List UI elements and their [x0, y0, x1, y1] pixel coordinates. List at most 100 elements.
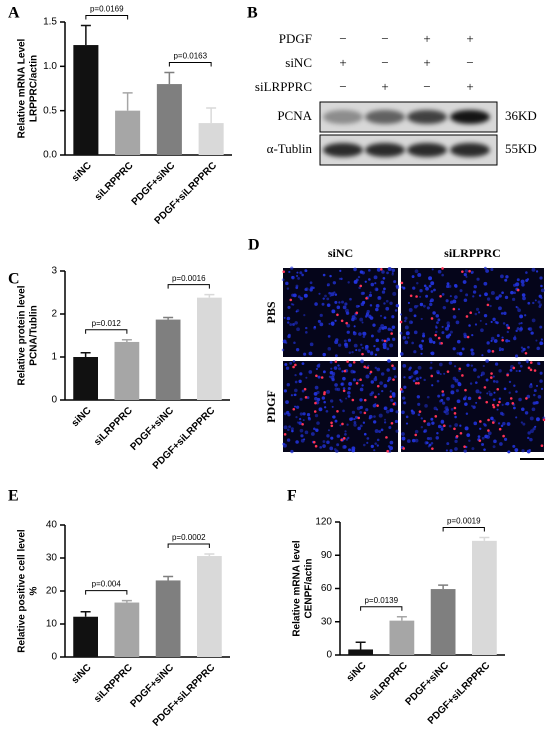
bar	[430, 589, 456, 655]
positive-cell	[491, 350, 495, 353]
nucleus	[434, 330, 438, 334]
nucleus	[503, 437, 508, 441]
nucleus	[534, 401, 538, 405]
nucleus	[454, 423, 459, 427]
significance-bracket	[360, 606, 403, 611]
nucleus	[361, 300, 366, 305]
nucleus	[348, 351, 352, 354]
nucleus	[436, 371, 440, 375]
positive-cell	[511, 402, 515, 405]
nucleus	[410, 321, 414, 324]
nucleus	[332, 281, 337, 285]
positive-cell	[385, 436, 388, 439]
nucleus	[363, 443, 366, 447]
nucleus	[459, 289, 463, 293]
nucleus	[437, 424, 442, 429]
nucleus	[383, 421, 387, 424]
nucleus	[391, 325, 396, 330]
nucleus	[481, 354, 484, 357]
nucleus	[288, 425, 291, 429]
nucleus	[392, 291, 397, 296]
nucleus	[520, 421, 524, 424]
nucleus	[331, 378, 335, 381]
nucleus	[339, 424, 342, 427]
nucleus	[366, 441, 369, 444]
nucleus	[352, 378, 356, 382]
nucleus	[522, 422, 526, 426]
image-background	[401, 268, 544, 357]
nucleus	[341, 300, 345, 304]
nucleus	[490, 267, 494, 272]
nucleus	[299, 412, 304, 416]
nucleus	[329, 446, 334, 451]
nucleus	[288, 270, 291, 274]
nucleus	[326, 389, 331, 394]
nucleus	[410, 409, 414, 413]
nucleus	[376, 438, 380, 442]
nucleus	[445, 408, 450, 412]
nucleus	[416, 304, 419, 307]
nucleus	[314, 413, 319, 418]
nucleus	[441, 293, 445, 296]
positive-cell	[399, 388, 403, 391]
nucleus	[365, 312, 370, 316]
nucleus	[327, 347, 332, 351]
nucleus	[383, 325, 388, 330]
nucleus	[412, 379, 416, 383]
positive-cell	[483, 386, 487, 389]
x-tick-label: siLRPPRC	[367, 660, 410, 703]
nucleus	[466, 433, 471, 437]
positive-cell	[512, 366, 516, 370]
significance-bracket	[442, 527, 485, 532]
nucleus	[530, 331, 534, 335]
nucleus	[292, 323, 295, 326]
nucleus	[539, 276, 543, 280]
y-tick-label: 60	[321, 583, 333, 594]
nucleus	[498, 369, 502, 373]
nucleus	[376, 267, 381, 272]
positive-cell	[336, 313, 339, 317]
nucleus	[316, 397, 321, 402]
positive-cell	[323, 392, 326, 396]
nucleus	[287, 428, 290, 432]
positive-cell	[496, 387, 500, 391]
nucleus	[514, 354, 519, 358]
condition-sign: −	[423, 79, 430, 94]
error-bar	[438, 584, 449, 590]
nucleus	[314, 385, 319, 390]
nucleus	[458, 351, 463, 356]
nucleus	[505, 339, 509, 343]
nucleus	[454, 447, 458, 451]
nucleus	[471, 334, 474, 337]
positive-cell	[366, 366, 369, 369]
nucleus	[353, 325, 356, 328]
nucleus	[468, 439, 471, 443]
nucleus	[345, 397, 348, 400]
nucleus	[284, 362, 288, 366]
nucleus	[524, 411, 529, 415]
nucleus	[443, 372, 446, 375]
nucleus	[540, 338, 543, 341]
nucleus	[288, 333, 291, 337]
nucleus	[330, 292, 335, 297]
nucleus	[297, 277, 300, 280]
nucleus	[286, 438, 291, 442]
p-value: p=0.004	[92, 580, 122, 589]
nucleus	[445, 449, 448, 452]
nucleus	[507, 450, 511, 454]
x-tick-label: siLRPPRC	[93, 160, 136, 203]
nucleus	[414, 269, 419, 274]
nucleus	[344, 302, 348, 306]
nucleus	[289, 323, 293, 326]
positive-cell	[468, 269, 471, 273]
positive-cell	[392, 402, 396, 406]
row-label: PDGF	[264, 390, 278, 423]
nucleus	[374, 429, 379, 433]
nucleus	[420, 417, 423, 420]
positive-cell	[289, 298, 293, 302]
error-bar	[122, 92, 133, 111]
nucleus	[534, 299, 537, 302]
panel-letter: C	[8, 271, 20, 288]
positive-cell	[355, 382, 359, 385]
nucleus	[508, 340, 511, 343]
